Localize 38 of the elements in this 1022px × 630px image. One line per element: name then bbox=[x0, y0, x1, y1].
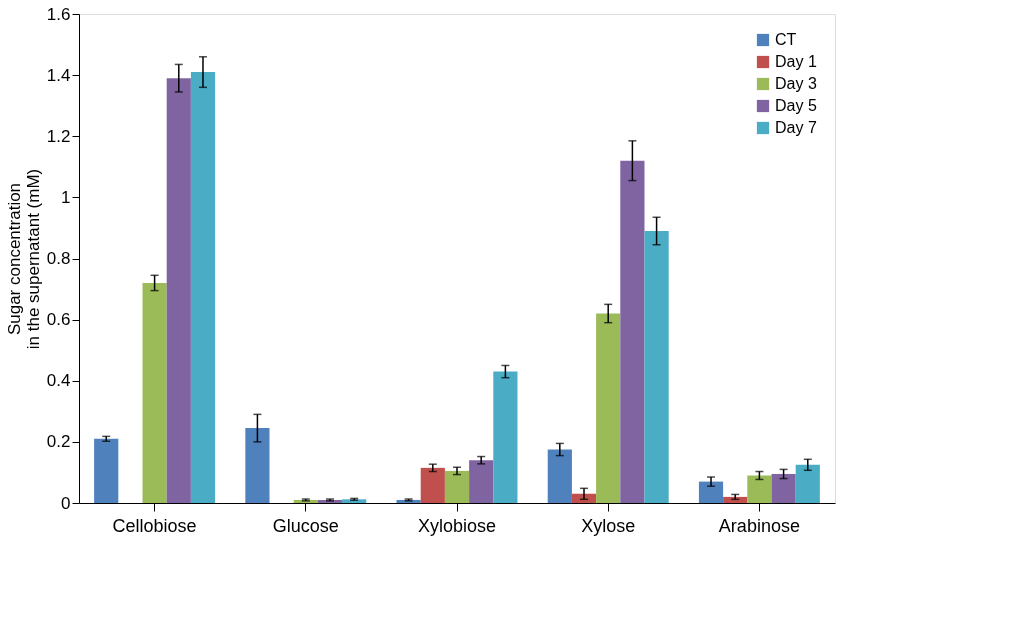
bar bbox=[747, 475, 772, 503]
legend-label: CT bbox=[775, 31, 797, 48]
y-tick-label: 0 bbox=[61, 493, 71, 513]
bar bbox=[94, 438, 119, 503]
y-tick-label: 1.6 bbox=[46, 4, 71, 24]
x-tick-label: Xylobiose bbox=[417, 515, 497, 536]
bar bbox=[190, 72, 216, 503]
y-tick-label: 0.2 bbox=[46, 432, 71, 452]
y-tick-label: 1.4 bbox=[46, 65, 71, 85]
legend-label: Day 3 bbox=[775, 75, 817, 92]
y-tick-label: 0.8 bbox=[46, 249, 71, 268]
bar bbox=[142, 282, 167, 503]
bar bbox=[596, 313, 621, 503]
text: Sugar concentration bbox=[4, 182, 24, 336]
bar bbox=[444, 470, 470, 503]
y-tick-label: 1.2 bbox=[46, 126, 71, 146]
bar bbox=[795, 464, 820, 503]
bar bbox=[547, 449, 572, 503]
x-tick-label: Glucose bbox=[272, 515, 339, 536]
legend-label: Day 7 bbox=[775, 119, 817, 136]
bar bbox=[166, 78, 191, 503]
bar bbox=[620, 160, 645, 503]
bar bbox=[644, 230, 669, 503]
x-tick-label: Arabinose bbox=[718, 515, 800, 536]
bar bbox=[420, 467, 445, 503]
legend-label: Day 1 bbox=[775, 53, 817, 70]
legend-label: Day 5 bbox=[775, 97, 817, 114]
bar bbox=[245, 428, 270, 503]
y-tick-label: 0.6 bbox=[46, 310, 71, 330]
y-tick-label: 1 bbox=[61, 187, 71, 207]
x-tick-label: Xylose bbox=[581, 515, 636, 536]
bar bbox=[698, 481, 724, 503]
bar bbox=[771, 473, 796, 503]
bar bbox=[493, 371, 518, 503]
y-tick-label: 0.4 bbox=[46, 371, 71, 391]
x-tick-label: Cellobiose bbox=[112, 515, 197, 536]
text: in the supernatant (mM) bbox=[23, 168, 43, 350]
bar bbox=[469, 460, 494, 503]
